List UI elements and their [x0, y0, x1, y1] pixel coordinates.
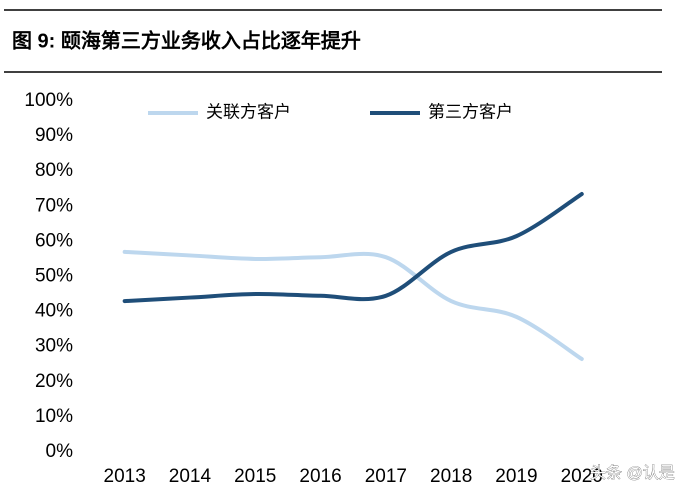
x-tick-label: 2014: [169, 466, 212, 487]
x-tick-label: 2016: [299, 466, 341, 487]
x-tick-label: 2018: [430, 466, 472, 487]
x-tick-label: 2017: [365, 466, 407, 487]
y-tick-label: 30%: [35, 336, 73, 357]
y-tick-label: 70%: [35, 195, 73, 216]
x-tick-label: 2020: [561, 466, 603, 487]
x-tick-label: 2013: [104, 466, 146, 487]
series-line: [122, 249, 584, 361]
legend-label: 关联方客户: [206, 102, 291, 121]
y-tick-label: 40%: [35, 301, 73, 322]
y-tick-label: 100%: [24, 90, 73, 111]
y-tick-label: 80%: [35, 160, 73, 181]
y-tick-label: 50%: [35, 266, 73, 287]
series-line: [122, 192, 584, 304]
y-tick-label: 90%: [35, 125, 73, 146]
watermark: 头条 @认是: [590, 464, 675, 482]
x-tick-label: 2015: [234, 466, 276, 487]
x-tick-label: 2019: [495, 466, 537, 487]
y-tick-label: 60%: [35, 230, 73, 251]
y-tick-label: 0%: [46, 441, 74, 462]
legend-label: 第三方客户: [428, 102, 513, 121]
y-tick-label: 20%: [35, 371, 73, 392]
chart-title: 图 9: 颐海第三方业务收入占比逐年提升: [12, 28, 361, 52]
y-tick-label: 10%: [35, 406, 73, 427]
